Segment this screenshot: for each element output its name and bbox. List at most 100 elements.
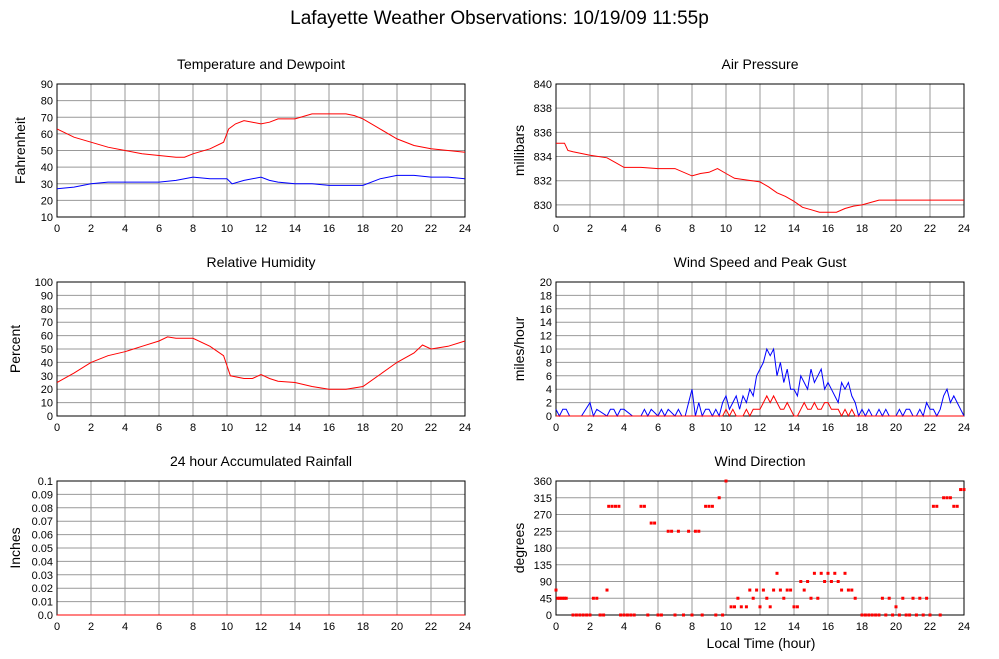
data-point [622,613,626,617]
y-axis-label: millibars [511,125,527,176]
y-tick-label: 40 [41,162,53,174]
data-point [557,596,561,600]
data-point [836,580,840,583]
chart-title: Relative Humidity [207,254,316,270]
data-point [799,580,803,583]
x-tick-label: 6 [156,422,162,434]
data-point [962,488,966,492]
x-tick-label: 24 [459,422,471,434]
x-tick-label: 24 [459,223,471,235]
y-axis-label: Fahrenheit [12,117,28,184]
y-tick-label: 6 [546,371,552,383]
main-title: Lafayette Weather Observations: 10/19/09… [290,8,709,29]
data-point [935,504,939,508]
y-tick-label: 10 [41,212,53,224]
data-point [884,613,888,617]
x-tick-label: 20 [391,422,403,434]
data-point [690,613,694,617]
plot-frame [56,281,466,417]
x-tick-label: 10 [221,223,233,235]
data-point [904,613,908,617]
x-tick-label: 14 [788,422,800,434]
data-point [666,529,670,533]
data-point [853,596,857,600]
y-tick-label: 45 [540,593,552,605]
data-point [778,588,782,592]
data-point [673,613,677,617]
data-point [563,596,566,600]
y-tick-label: 50 [41,146,53,158]
y-tick-label: 0.06 [32,530,53,542]
chart-title: Wind Speed and Peak Gust [674,254,847,270]
data-point [765,596,769,600]
data-point [952,504,956,508]
data-point [614,504,617,508]
panel-temperature-dewpoint: 0 2 4 6 8 10 12 14 16 18 20 22 24102030405060708090T… [12,56,471,235]
x-axis-label: Local Time (hour) [706,635,816,651]
x-tick-label: 4 [122,223,128,235]
data-point [775,571,779,575]
data-point [846,588,850,592]
data-point [556,596,560,600]
data-point [581,613,585,617]
y-axis-label: Percent [7,325,23,373]
y-tick-label: 360 [534,476,552,488]
x-tick-label: 10 [720,621,732,633]
x-tick-label: 10 [221,422,233,434]
y-tick-label: 10 [540,344,552,356]
y-tick-label: 60 [41,331,53,343]
y-tick-label: 20 [41,384,53,396]
x-tick-label: 12 [754,422,766,434]
x-tick-label: 24 [958,223,970,235]
y-tick-label: 0.08 [32,503,53,515]
x-tick-label: 2 [587,223,593,235]
data-point [588,613,592,617]
y-tick-label: 270 [534,510,552,522]
x-tick-label: 8 [190,621,196,633]
y-tick-label: 180 [534,543,552,555]
x-tick-label: 20 [890,621,902,633]
data-point [911,596,915,600]
y-tick-label: 16 [540,304,552,316]
y-tick-label: 2 [546,398,552,410]
data-point [931,504,935,508]
y-tick-label: 20 [540,277,552,289]
y-tick-label: 14 [540,317,552,329]
data-point [744,605,748,609]
x-tick-label: 14 [788,621,800,633]
y-tick-label: 100 [35,277,53,289]
data-point [826,571,830,575]
x-tick-label: 18 [357,422,369,434]
data-point [748,588,752,592]
x-tick-label: 6 [655,621,661,633]
y-tick-label: 20 [41,195,53,207]
x-tick-label: 22 [425,621,437,633]
x-tick-label: 20 [890,223,902,235]
x-tick-label: 16 [822,422,834,434]
x-tick-label: 14 [289,422,301,434]
data-point [914,613,918,617]
series-line [56,336,466,390]
x-tick-label: 2 [88,621,94,633]
series-line [56,113,466,158]
y-tick-label: 0.0 [38,610,53,622]
y-tick-label: 30 [41,179,53,191]
data-point [610,504,614,508]
x-tick-label: 10 [720,422,732,434]
x-tick-label: 0 [553,223,559,235]
x-tick-label: 4 [122,422,128,434]
x-tick-label: 18 [357,223,369,235]
data-point [710,504,714,508]
y-tick-label: 0 [47,411,53,423]
chart-title: Air Pressure [721,56,798,72]
y-tick-label: 40 [41,357,53,369]
x-tick-label: 10 [720,223,732,235]
data-point [802,588,806,592]
y-tick-label: 12 [540,331,552,343]
x-tick-label: 2 [88,422,94,434]
data-point [843,571,847,575]
x-tick-label: 16 [822,223,834,235]
data-point [656,613,660,617]
data-point [792,605,796,609]
data-point [761,588,765,592]
